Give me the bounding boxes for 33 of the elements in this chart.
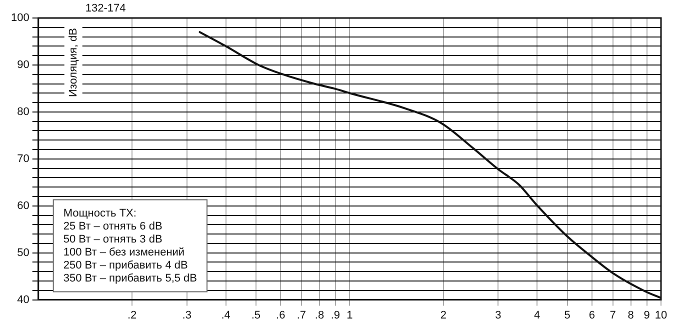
x-tick-label: .3	[182, 309, 192, 322]
y-tick-label: 90	[17, 59, 30, 71]
x-tick-label: .6	[276, 309, 286, 322]
x-tick-label: .9	[330, 309, 340, 322]
y-tick-label: 50	[17, 246, 30, 259]
x-tick-label: 10	[654, 309, 668, 322]
x-tick-label: .2	[127, 309, 137, 322]
chart-title: 132-174	[85, 2, 126, 15]
x-tick-label: .8	[314, 309, 324, 322]
x-tick-label: .4	[221, 309, 230, 322]
x-tick-label: 1	[346, 309, 353, 322]
x-tick-label: 9	[644, 309, 650, 322]
x-tick-label: 2	[440, 309, 446, 322]
y-tick-label: 60	[17, 200, 30, 212]
x-tick-label: 6	[588, 309, 595, 322]
x-tick-label: .7	[296, 309, 306, 322]
y-tick-label: 40	[17, 294, 30, 306]
annotation: 50 Вт – отнять 3 dB	[63, 233, 162, 246]
y-tick-label: 80	[17, 106, 30, 118]
annotation: 250 Вт – прибавить 4 dB	[63, 259, 188, 272]
x-tick-label: 8	[628, 309, 634, 322]
annotation: Мощность ТХ:	[63, 207, 136, 220]
x-tick-label: 5	[564, 309, 570, 322]
x-tick-label: .5	[251, 309, 261, 322]
y-axis-title: Изоляция, dB	[67, 28, 80, 98]
x-tick-label: 3	[495, 309, 502, 322]
annotation: 350 Вт – прибавить 5,5 dB	[63, 272, 198, 284]
y-tick-label: 70	[17, 152, 30, 165]
x-tick-label: 4	[534, 309, 540, 322]
annotation: 100 Вт – без изменений	[63, 246, 185, 258]
y-tick-label: 100	[10, 12, 30, 24]
annotation: 25 Вт – отнять 6 dB	[63, 220, 162, 232]
x-tick-label: 7	[610, 309, 616, 322]
